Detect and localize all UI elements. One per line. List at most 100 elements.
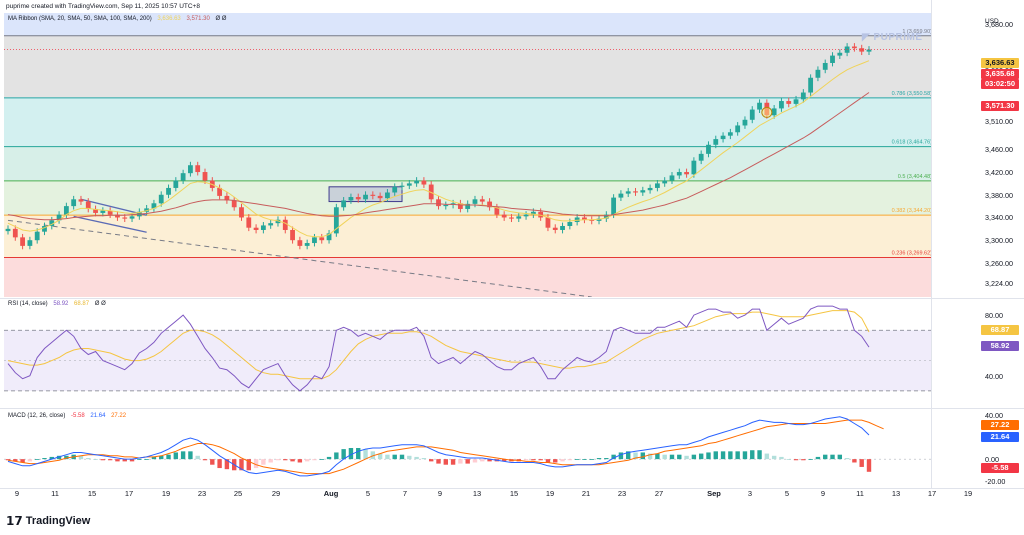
macd-histogram-bar[interactable] (159, 455, 164, 460)
macd-histogram-bar[interactable] (589, 459, 594, 460)
macd-histogram-bar[interactable] (662, 454, 667, 460)
macd-histogram-bar[interactable] (49, 456, 54, 460)
macd-histogram-bar[interactable] (27, 459, 33, 462)
candle-body[interactable] (589, 219, 595, 221)
candle-body[interactable] (312, 237, 317, 244)
macd-histogram-bar[interactable] (429, 459, 434, 462)
candle-body[interactable] (12, 228, 18, 238)
macd-histogram-bar[interactable] (458, 459, 463, 464)
macd-histogram-bar[interactable] (34, 459, 40, 460)
candle-body[interactable] (414, 180, 420, 184)
candle-body[interactable] (742, 119, 748, 126)
macd-histogram-bar[interactable] (261, 459, 266, 465)
candle-body[interactable] (224, 195, 230, 201)
visibility-icons[interactable]: Ø Ø (215, 16, 227, 22)
candle-body[interactable] (144, 208, 150, 212)
candle-body[interactable] (830, 55, 835, 63)
candle-body[interactable] (596, 218, 602, 221)
macd-histogram-bar[interactable] (582, 459, 587, 460)
candle-body[interactable] (618, 193, 624, 198)
pane-separator-2[interactable] (0, 408, 1024, 409)
candle-body[interactable] (771, 108, 777, 116)
candle-body[interactable] (472, 199, 478, 204)
macd-histogram-bar[interactable] (283, 459, 288, 461)
macd-histogram-bar[interactable] (531, 459, 536, 461)
candle-body[interactable] (49, 220, 55, 226)
candle-body[interactable] (151, 203, 157, 209)
candle-body[interactable] (319, 237, 325, 241)
macd-histogram-bar[interactable] (823, 454, 828, 460)
macd-histogram-bar[interactable] (421, 458, 427, 460)
candle-body[interactable] (465, 203, 471, 209)
candle-body[interactable] (231, 200, 237, 208)
candle-body[interactable] (100, 210, 106, 213)
candle-body[interactable] (202, 172, 208, 181)
macd-histogram-bar[interactable] (253, 459, 259, 469)
candle-body[interactable] (333, 207, 339, 234)
candle-body[interactable] (166, 187, 171, 195)
macd-histogram-bar[interactable] (443, 459, 448, 465)
candle-body[interactable] (290, 229, 295, 241)
macd-signal-line[interactable] (7, 419, 884, 475)
candle-body[interactable] (129, 216, 135, 219)
candle-body[interactable] (5, 228, 11, 232)
macd-histogram-bar[interactable] (210, 459, 215, 465)
time-axis[interactable]: 9 11 15 17 19 23 25 29 Aug 5 7 9 13 15 19 21 23 27 Sep 3 5 9 1… (4, 489, 972, 501)
candle-body[interactable] (676, 172, 682, 176)
candle-body[interactable] (640, 190, 646, 193)
macd-histogram-bar[interactable] (144, 459, 149, 460)
candle-body[interactable] (852, 46, 857, 49)
candle-body[interactable] (27, 240, 33, 246)
candle-body[interactable] (786, 101, 792, 104)
macd-histogram-bar[interactable] (195, 455, 200, 460)
macd-histogram-bar[interactable] (720, 451, 726, 460)
candle-body[interactable] (115, 214, 120, 218)
candle-body[interactable] (479, 199, 485, 202)
candle-body[interactable] (326, 233, 332, 241)
candle-body[interactable] (859, 48, 865, 52)
candle-body[interactable] (706, 144, 711, 154)
rsi-ma-line[interactable] (7, 310, 870, 380)
candle-body[interactable] (822, 62, 828, 70)
candle-body[interactable] (158, 194, 164, 204)
macd-histogram-bar[interactable] (786, 459, 791, 460)
candle-body[interactable] (530, 211, 536, 215)
dashed-trendline[interactable] (7, 219, 592, 297)
macd-histogram-bar[interactable] (202, 459, 208, 461)
macd-histogram-bar[interactable] (713, 451, 718, 460)
candle-body[interactable] (421, 180, 427, 185)
candle-body[interactable] (727, 132, 733, 136)
macd-histogram-bar[interactable] (414, 456, 419, 460)
candle-body[interactable] (260, 225, 266, 230)
macd-histogram-bar[interactable] (487, 459, 492, 462)
candle-body[interactable] (93, 208, 98, 213)
macd-histogram-bar[interactable] (837, 454, 843, 460)
candle-body[interactable] (633, 191, 638, 193)
macd-histogram-bar[interactable] (750, 450, 755, 460)
macd-histogram-bar[interactable] (180, 451, 186, 460)
macd-histogram-bar[interactable] (348, 448, 354, 460)
macd-histogram-bar[interactable] (436, 459, 441, 464)
macd-histogram-bar[interactable] (523, 459, 529, 461)
macd-histogram-bar[interactable] (866, 459, 872, 472)
rsi-visibility-icons[interactable]: Ø Ø (94, 301, 106, 307)
candle-body[interactable] (501, 214, 507, 218)
candle-body[interactable] (173, 180, 179, 188)
channel-lower-line[interactable] (73, 215, 147, 233)
macd-histogram-bar[interactable] (574, 459, 580, 460)
macd-histogram-bar[interactable] (166, 454, 171, 460)
macd-histogram-bar[interactable] (173, 452, 179, 460)
rsi-legend[interactable]: RSI (14, close) 58.92 68.87 Ø Ø (8, 301, 110, 307)
rsi-line[interactable] (7, 305, 870, 392)
macd-chart-svg[interactable] (4, 409, 931, 487)
candle-body[interactable] (195, 165, 201, 173)
candle-body[interactable] (304, 243, 310, 246)
candle-body[interactable] (538, 211, 544, 218)
candle-body[interactable] (779, 101, 784, 109)
macd-histogram-bar[interactable] (217, 459, 222, 469)
macd-histogram-bar[interactable] (377, 453, 383, 460)
macd-histogram-bar[interactable] (370, 451, 376, 460)
macd-histogram-bar[interactable] (275, 459, 281, 461)
candle-body[interactable] (217, 187, 223, 196)
candle-body[interactable] (793, 99, 799, 104)
